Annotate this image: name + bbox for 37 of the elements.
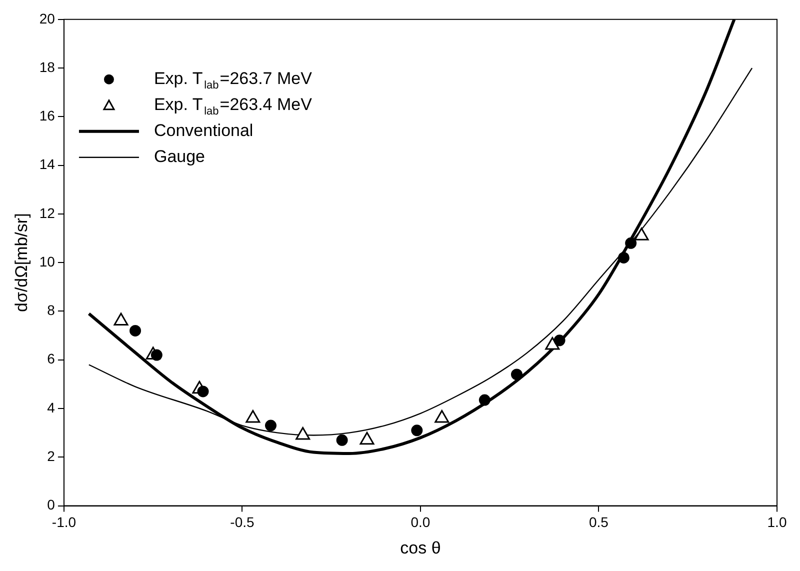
x-tick-label: 0.5 [589,514,609,530]
y-tick-label: 10 [39,253,56,270]
y-tick-label: 0 [47,496,56,513]
point [634,228,649,240]
y-tick-label: 6 [47,350,56,367]
y-tick-label: 14 [39,156,56,172]
x-tick-label: 0.0 [410,514,430,530]
x-axis-title: cos θ [400,538,441,558]
point [197,386,209,398]
y-tick-label: 18 [39,58,56,75]
y-tick-label: 8 [47,302,56,318]
y-tick-label: 16 [39,108,56,124]
x-tick-label: -1.0 [52,514,76,530]
point [434,410,450,423]
point [625,237,637,249]
point [618,252,630,264]
point [246,410,260,423]
y-tick-label: 12 [39,204,56,221]
point [296,427,310,440]
point [336,434,348,446]
y-axis-title: dσ/dΩ[mb/sr] [12,213,31,312]
y-tick-label: 20 [39,10,56,26]
legend-label: Gauge [154,147,206,166]
point [545,337,560,350]
y-tick-label: 4 [47,399,56,416]
x-tick-label: 1.0 [767,514,787,530]
point [554,334,566,346]
point [510,368,522,380]
x-tick-label: -0.5 [230,514,255,530]
y-tick-label: 2 [47,448,56,464]
legend-label: Conventional [154,121,254,140]
point [265,420,276,432]
point [130,324,142,336]
point [478,394,490,406]
point [114,312,128,326]
point [360,432,374,445]
point [411,424,423,436]
